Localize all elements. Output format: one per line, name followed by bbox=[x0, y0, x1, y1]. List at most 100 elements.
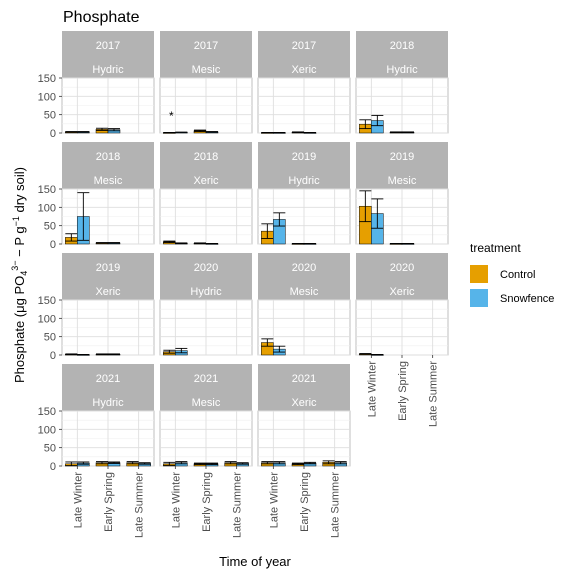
facet-site-label: Hydric bbox=[288, 175, 320, 187]
facet-year-label: 2020 bbox=[194, 262, 218, 274]
legend-label-control: Control bbox=[500, 269, 535, 281]
facet-year-label: 2017 bbox=[96, 40, 120, 52]
facet-site-label: Xeric bbox=[291, 397, 317, 409]
y-tick-label: 0 bbox=[50, 128, 56, 140]
y-tick-label: 150 bbox=[38, 73, 56, 85]
x-tick-label: Late Winter bbox=[170, 472, 182, 529]
facet-panel: 2018 Xeric bbox=[159, 142, 253, 245]
x-tick-label: Late Summer bbox=[428, 361, 440, 427]
facet-year-label: 2021 bbox=[96, 373, 120, 385]
facet-strip bbox=[160, 142, 252, 189]
facet-site-label: Mesic bbox=[94, 175, 123, 187]
facet-strip bbox=[356, 253, 448, 300]
facet-panel: 2018 Mesic 0 50 100 150 bbox=[38, 142, 155, 251]
facet-panels: 2017Hydric0501001502017Mesic*2017Xeric20… bbox=[38, 31, 449, 538]
x-tick-label: Late Summer bbox=[232, 472, 244, 538]
y-tick-label: 50 bbox=[44, 332, 56, 344]
facet-strip bbox=[62, 364, 154, 411]
facet-site-label: Mesic bbox=[388, 175, 417, 187]
facet-strip bbox=[258, 31, 350, 78]
chart-title: Phosphate bbox=[63, 9, 140, 26]
x-tick-label: Late Summer bbox=[330, 472, 342, 538]
facet-year-label: 2021 bbox=[194, 373, 218, 385]
facet-panel: 2020 Hydric bbox=[159, 253, 253, 356]
facet-panel: 2020 Xeric Late Winter Early Spring Late Sum… bbox=[355, 253, 449, 427]
x-tick-label: Early Spring bbox=[201, 472, 213, 532]
x-tick-label: Late Winter bbox=[268, 472, 280, 529]
facet-site-label: Mesic bbox=[192, 397, 221, 409]
facet-panel: 2018 Hydric bbox=[355, 31, 449, 134]
facet-site-label: Hydric bbox=[92, 64, 124, 76]
x-axis-title: Time of year bbox=[219, 554, 291, 569]
facet-strip bbox=[62, 142, 154, 189]
facet-year-label: 2018 bbox=[194, 151, 218, 163]
facet-year-label: 2018 bbox=[390, 40, 414, 52]
y-tick-label: 100 bbox=[38, 424, 56, 436]
facet-panel: 2021 Mesic Late Winter Early Spring Late Sum… bbox=[159, 364, 253, 538]
legend: treatment Control Snowfence bbox=[470, 241, 554, 307]
facet-strip bbox=[356, 31, 448, 78]
facet-year-label: 2017 bbox=[292, 40, 316, 52]
y-tick-label: 150 bbox=[38, 295, 56, 307]
y-tick-label: 50 bbox=[44, 443, 56, 455]
y-axis-title-superscript: −1 bbox=[11, 216, 21, 226]
facet-site-label: Xeric bbox=[95, 286, 121, 298]
legend-swatch-snowfence bbox=[470, 289, 488, 307]
facet-site-label: Xeric bbox=[193, 175, 219, 187]
facet-panel: 2019 Xeric 0 50 100 150 bbox=[38, 253, 155, 362]
facet-strip bbox=[160, 253, 252, 300]
x-tick-label: Late Winter bbox=[72, 472, 84, 529]
significance-marker: * bbox=[169, 109, 174, 123]
facet-year-label: 2021 bbox=[292, 373, 316, 385]
facet-strip bbox=[258, 253, 350, 300]
y-axis-title: Phosphate (μg PO43− − P g−1 dry soil) bbox=[10, 167, 29, 383]
facet-panel: 2021 Xeric Late Winter Early Spring Late Sum… bbox=[257, 364, 351, 538]
facet-site-label: Hydric bbox=[190, 286, 222, 298]
y-tick-label: 100 bbox=[38, 313, 56, 325]
facet-year-label: 2020 bbox=[292, 262, 316, 274]
facet-site-label: Xeric bbox=[389, 286, 415, 298]
facet-year-label: 2020 bbox=[390, 262, 414, 274]
legend-label-snowfence: Snowfence bbox=[500, 293, 554, 305]
y-tick-label: 150 bbox=[38, 184, 56, 196]
facet-strip bbox=[160, 31, 252, 78]
facet-year-label: 2019 bbox=[390, 151, 414, 163]
facet-site-label: Hydric bbox=[92, 397, 124, 409]
facet-panel: 2020 Mesic bbox=[257, 253, 351, 356]
x-tick-label: Early Spring bbox=[103, 472, 115, 532]
facet-site-label: Mesic bbox=[192, 64, 221, 76]
facet-year-label: 2017 bbox=[194, 40, 218, 52]
y-tick-label: 0 bbox=[50, 350, 56, 362]
y-axis-title-part: Phosphate (μg PO bbox=[12, 276, 27, 383]
y-axis-title-superscript: 3− bbox=[10, 260, 20, 270]
x-tick-label: Late Winter bbox=[366, 361, 378, 418]
legend-swatch-control bbox=[470, 265, 488, 283]
y-tick-label: 0 bbox=[50, 461, 56, 473]
x-tick-label: Early Spring bbox=[299, 472, 311, 532]
y-tick-label: 50 bbox=[44, 221, 56, 233]
facet-year-label: 2018 bbox=[96, 151, 120, 163]
y-tick-label: 50 bbox=[44, 110, 56, 122]
facet-panel: 2021 Hydric 0 50 100 150 Late Winter Early Spri… bbox=[38, 364, 155, 538]
y-tick-label: 100 bbox=[38, 202, 56, 214]
facet-strip bbox=[356, 142, 448, 189]
facet-site-label: Hydric bbox=[386, 64, 418, 76]
facet-year-label: 2019 bbox=[292, 151, 316, 163]
y-axis-title-part: − P g bbox=[12, 226, 27, 260]
facet-site-label: Xeric bbox=[291, 64, 317, 76]
facet-strip bbox=[62, 31, 154, 78]
y-axis-title-subscript: 4 bbox=[19, 271, 29, 276]
facet-panel: 2017 Mesic * bbox=[159, 31, 253, 134]
facet-panel: 2019 Mesic bbox=[355, 142, 449, 245]
y-tick-label: 100 bbox=[38, 91, 56, 103]
legend-title: treatment bbox=[470, 241, 521, 255]
facet-panel: 2017 Hydric 0 50 100 150 bbox=[38, 31, 155, 140]
x-tick-label: Late Summer bbox=[134, 472, 146, 538]
facet-strip bbox=[258, 142, 350, 189]
facet-strip bbox=[62, 253, 154, 300]
x-tick-label: Early Spring bbox=[397, 361, 409, 421]
y-tick-label: 0 bbox=[50, 239, 56, 251]
facet-panel: 2017 Xeric bbox=[257, 31, 351, 134]
facet-strip bbox=[258, 364, 350, 411]
